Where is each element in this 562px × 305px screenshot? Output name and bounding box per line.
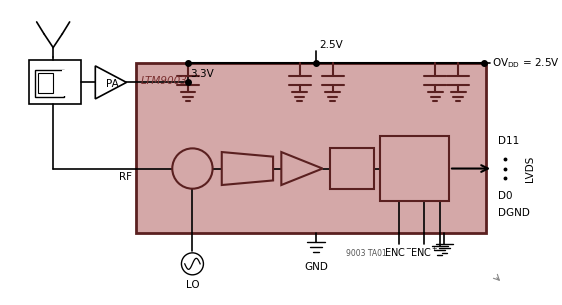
Text: RF: RF (119, 172, 132, 182)
Text: DGND: DGND (497, 208, 529, 218)
Text: LO: LO (185, 280, 200, 290)
Circle shape (182, 253, 203, 275)
Text: GND: GND (304, 262, 328, 272)
Bar (29, 60, 80, 104)
Bar (35, 70, 64, 97)
Text: 9003 TA01: 9003 TA01 (346, 249, 387, 258)
Bar (38, 73, 53, 93)
Text: PA: PA (106, 79, 119, 89)
Bar (380, 136, 449, 201)
Text: D11: D11 (497, 136, 519, 146)
Text: D0: D0 (497, 191, 512, 201)
Text: 2.5V: 2.5V (319, 40, 343, 50)
Text: OV$_{\rm DD}$ = 2.5V: OV$_{\rm DD}$ = 2.5V (492, 56, 560, 70)
Text: 3.3V: 3.3V (191, 69, 214, 79)
Polygon shape (96, 66, 126, 99)
Circle shape (173, 148, 212, 189)
Bar (62, 70, 66, 96)
Bar (135, 63, 486, 233)
Polygon shape (222, 152, 273, 185)
Text: LTM9003: LTM9003 (141, 76, 188, 86)
Bar (330, 148, 374, 189)
Text: ENC$^+$: ENC$^+$ (410, 246, 438, 259)
Text: ENC$^-$: ENC$^-$ (384, 246, 413, 257)
Polygon shape (282, 152, 323, 185)
Text: LVDS: LVDS (525, 155, 535, 182)
